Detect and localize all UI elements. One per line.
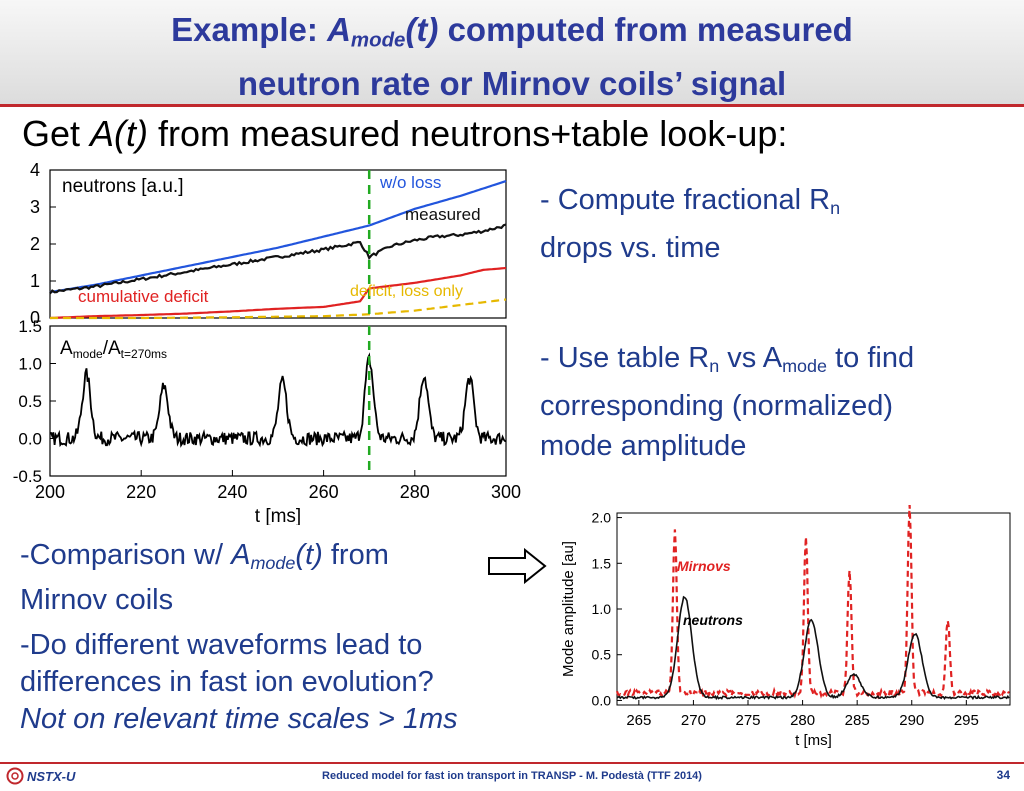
x-tick-label: 285	[845, 712, 870, 729]
chart-neutrons: 0 1 2 3 4 neutrons [a.u.] w/o loss measured cumu…	[30, 160, 507, 323]
x-tick-label: 240	[217, 482, 247, 502]
x-tick-label: 295	[954, 712, 979, 729]
slide-title: Example: Amode(t) computed from measured…	[0, 8, 1024, 105]
y-tick-label: 1.0	[18, 355, 42, 374]
legend-deficit-loss-only: deficit, loss only	[350, 283, 463, 300]
legend-wo-loss: w/o loss	[379, 173, 441, 192]
y-tick-label: 0.0	[592, 692, 612, 708]
y-tick-label: -0.5	[13, 467, 42, 486]
logo-text: NSTX-U	[27, 768, 76, 784]
intro-text: Get A(t) from measured neutrons+table lo…	[22, 113, 788, 154]
y-tick-label: 1.5	[592, 555, 612, 571]
x-tick-label: 280	[400, 482, 430, 502]
y-tick-label: 2	[30, 234, 40, 254]
x-label: t [ms]	[255, 506, 301, 525]
y-tick-label: 3	[30, 197, 40, 217]
title-rule	[0, 104, 1024, 107]
x-tick-label: 200	[35, 482, 65, 502]
x-tick-label: 290	[899, 712, 924, 729]
question-text: -Do different waveforms lead to differen…	[20, 629, 458, 735]
y-tick-label: 1	[30, 271, 40, 291]
comparison-text: -Comparison w/ Amode(t) from Mirnov coil…	[20, 539, 389, 617]
y-tick-label: 1.5	[18, 320, 42, 336]
y-tick-label: 4	[30, 160, 40, 180]
y-label: neutrons [a.u.]	[62, 176, 183, 197]
x-tick-label: 280	[790, 712, 815, 729]
y-tick-label: 0	[30, 308, 40, 323]
series-mirnovs	[615, 505, 1010, 700]
x-tick-label: 270	[681, 712, 706, 729]
y-label: Amode/At=270ms	[60, 338, 167, 361]
x-tick-label: 300	[491, 482, 521, 502]
series-w-o-loss	[49, 180, 507, 294]
bullet-compute-drops: - Compute fractional Rn drops vs. time	[540, 184, 841, 265]
chart-amplitude: -0.5 0.0 0.5 1.0 1.5 200 220 240 260 280 300 t [ms]…	[13, 320, 521, 525]
footer-citation: Reduced model for fast ion transport in …	[322, 770, 702, 782]
series-cumulative-deficit	[49, 266, 507, 320]
y-tick-label: 0.5	[592, 647, 612, 663]
logo-emblem-icon	[6, 767, 24, 785]
x-tick-label: 220	[126, 482, 156, 502]
legend-measured: measured	[405, 205, 481, 224]
y-tick-label: 0.5	[18, 392, 42, 411]
series-deficit-loss-only	[50, 298, 507, 320]
arrow-right-icon	[488, 548, 547, 584]
x-label: t [ms]	[795, 732, 832, 749]
title-line-2: neutron rate or Mirnov coils’ signal	[237, 64, 787, 102]
bullet-table-lookup: - Use table Rn vs Amode to find correspo…	[540, 342, 915, 463]
x-tick-label: 260	[309, 482, 339, 502]
footer-rule	[0, 762, 1024, 764]
y-label: Mode amplitude [au]	[560, 541, 577, 677]
chart-comparison: 0.0 0.5 1.0 1.5 2.0 265 270 275 280 285 290 295 t [m…	[560, 505, 1011, 749]
page-number: 34	[996, 768, 1010, 782]
y-tick-label: 2.0	[592, 510, 612, 526]
x-tick-label: 275	[735, 712, 760, 729]
title-line-1: Example: Amode(t) computed from measured	[171, 11, 853, 52]
legend-cumulative-deficit: cumulative deficit	[78, 287, 209, 306]
series-measured	[49, 223, 507, 295]
legend-neutrons: neutrons	[683, 612, 743, 628]
y-tick-label: 1.0	[592, 601, 612, 617]
y-tick-label: 0.0	[18, 430, 42, 449]
title-band	[0, 0, 1024, 104]
series-amplitude	[49, 352, 507, 448]
x-tick-label: 265	[626, 712, 651, 729]
series-neutrons	[616, 595, 1010, 701]
nstx-logo: NSTX-U	[6, 766, 75, 786]
legend-mirnovs: Mirnovs	[677, 558, 731, 574]
